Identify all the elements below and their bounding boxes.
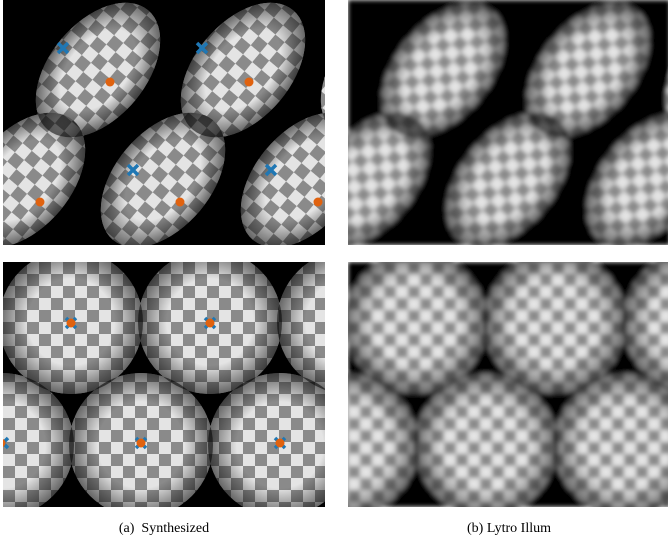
page: {"panels": [{"caption": "(a) Synthesized… [0,0,668,542]
figure: (a) Synthesized (b) Lytro Illum [0,0,668,542]
caption: (b) Lytro Illum [467,521,551,536]
caption: (a) Synthesized [119,521,209,536]
lytro-bottom [275,250,668,517]
lytro-top [281,0,668,271]
